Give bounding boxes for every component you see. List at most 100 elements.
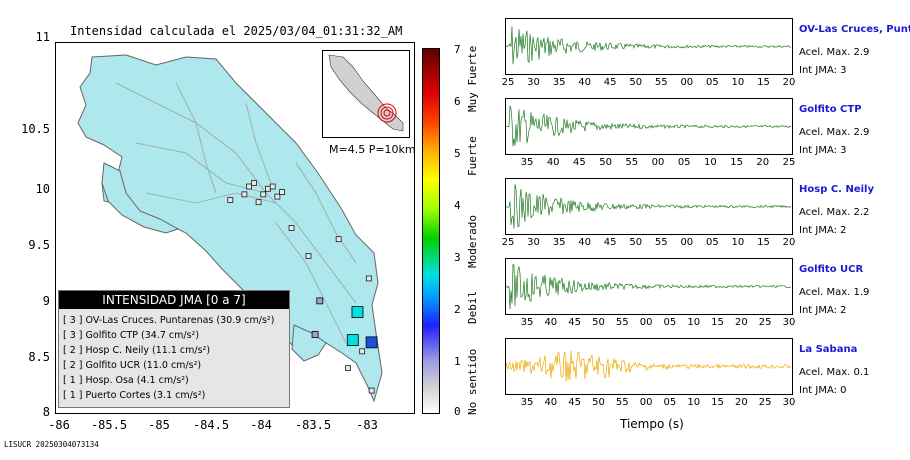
trace-tick-label: 30	[527, 77, 540, 88]
trace-waveform	[506, 350, 792, 382]
trace-tick-label: 50	[592, 397, 605, 408]
magnitude-depth-label: M=4.5 P=10km	[329, 143, 416, 156]
trace-tick-label: 25	[758, 397, 772, 408]
station-marker-minor	[305, 253, 312, 259]
station-jma: Int JMA: 0	[799, 385, 847, 396]
trace-tick-label: 00	[680, 77, 694, 88]
station-jma: Int JMA: 3	[799, 65, 847, 76]
trace-tick-label: 55	[654, 237, 668, 248]
colorbar-level-label: No sentido	[466, 348, 479, 415]
trace-tick-label: 10	[704, 157, 717, 168]
station-marker-minor	[274, 193, 281, 200]
trace-tick-label: 50	[629, 237, 643, 248]
station-marker-minor	[265, 185, 271, 192]
trace-tick-label: 20	[756, 157, 770, 168]
station-accel: Acel. Max. 1.9	[799, 287, 870, 298]
colorbar-tick: 5	[454, 147, 461, 160]
trace-tick-label: 35	[552, 77, 566, 88]
seismogram-trace	[505, 258, 793, 315]
trace-tick-label: 30	[527, 237, 540, 248]
colorbar-level-label: Debil	[466, 290, 479, 324]
colorbar-tick: 6	[454, 95, 461, 108]
y-tick-label: 11	[35, 30, 50, 44]
station-marker-minor	[260, 191, 267, 198]
trace-tick-label: 40	[578, 237, 591, 248]
colorbar-tick: 4	[454, 199, 461, 212]
trace-waveform	[506, 184, 792, 229]
trace-tick-label: 25	[758, 317, 772, 328]
trace-tick-label: 25	[501, 237, 515, 248]
trace-tick-label: 30	[782, 397, 796, 408]
trace-tick-label: 55	[625, 157, 639, 168]
epicenter-icon	[377, 103, 397, 123]
trace-tick-label: 55	[615, 317, 629, 328]
colorbar-level-label: Moderado	[466, 215, 479, 268]
colorbar-tick: 7	[454, 43, 461, 56]
trace-waveform	[506, 105, 792, 147]
waveform-line	[506, 184, 792, 229]
trace-tick-label: 45	[568, 397, 581, 408]
station-marker-minor	[345, 365, 351, 372]
colorbar-level-label: Muy Fuerte	[466, 45, 479, 112]
map-canvas	[77, 54, 383, 403]
waveform-line	[506, 263, 792, 310]
seismogram-trace	[505, 98, 793, 155]
x-tick-label: -84.5	[192, 418, 230, 432]
inset-landmass	[328, 54, 404, 132]
trace-tick-label: 45	[568, 317, 581, 328]
trace-tick-label: 00	[639, 317, 653, 328]
trace-tick-label: 15	[730, 157, 743, 168]
x-tick-label: -86	[48, 418, 70, 432]
trace-tick-label: 10	[731, 237, 745, 248]
trace-tick-label: 40	[546, 157, 560, 168]
station-marker	[346, 334, 359, 347]
trace-tick-label: 25	[782, 157, 796, 168]
trace-tick-label: 10	[731, 77, 745, 88]
station-marker-minor	[241, 191, 248, 198]
trace-tick-label: 00	[639, 397, 653, 408]
trace-tick-label: 50	[599, 157, 612, 168]
road-network	[115, 82, 357, 344]
trace-tick-label: 15	[711, 317, 724, 328]
station-jma: Int JMA: 2	[799, 225, 847, 236]
trace-tick-label: 25	[501, 77, 515, 88]
legend-row: [ 3 ] OV-Las Cruces. Puntarenas (30.9 cm…	[63, 315, 275, 326]
station-jma: Int JMA: 2	[799, 305, 847, 316]
colorbar-tick: 0	[454, 405, 461, 418]
legend-row: [ 2 ] Golfito UCR (11.0 cm/s²)	[63, 360, 202, 371]
trace-tick-label: 35	[520, 397, 534, 408]
colorbar-tick: 3	[454, 251, 461, 264]
station-marker	[316, 297, 324, 305]
legend-row: [ 1 ] Puerto Cortes (3.1 cm/s²)	[63, 390, 206, 401]
station-accel: Acel. Max. 2.2	[799, 207, 870, 218]
y-tick-label: 9.5	[28, 238, 50, 252]
waveform-line	[506, 26, 792, 65]
y-tick-label: 8	[42, 405, 50, 419]
trace-tick-label: 20	[734, 317, 748, 328]
seismogram-trace	[505, 18, 793, 75]
trace-tick-label: 45	[603, 77, 617, 88]
station-name: La Sabana	[799, 344, 858, 355]
trace-tick-label: 45	[573, 157, 586, 168]
station-name: Hosp C. Neily	[799, 184, 874, 195]
seismogram-trace	[505, 338, 793, 395]
trace-tick-label: 10	[687, 317, 701, 328]
y-tick-label: 9	[42, 294, 50, 308]
trace-tick-label: 05	[677, 157, 691, 168]
legend-row: [ 2 ] Hosp C. Neily (11.1 cm/s²)	[63, 345, 211, 356]
trace-tick-label: 40	[544, 397, 558, 408]
station-name: Golfito UCR	[799, 264, 864, 275]
trace-waveform	[506, 26, 792, 65]
station-jma: Int JMA: 3	[799, 145, 847, 156]
trace-tick-label: 35	[520, 157, 534, 168]
station-marker-minor	[227, 197, 234, 203]
station-name: Golfito CTP	[799, 104, 862, 115]
y-tick-label: 10	[35, 182, 50, 196]
y-tick-label: 10.5	[21, 122, 50, 136]
station-accel: Acel. Max. 2.9	[799, 127, 870, 138]
report-id: LISUCR 20250304073134	[4, 440, 99, 449]
trace-tick-label: 00	[651, 157, 665, 168]
station-marker	[351, 306, 364, 318]
trace-tick-label: 05	[705, 77, 719, 88]
station-marker-minor	[279, 189, 285, 195]
